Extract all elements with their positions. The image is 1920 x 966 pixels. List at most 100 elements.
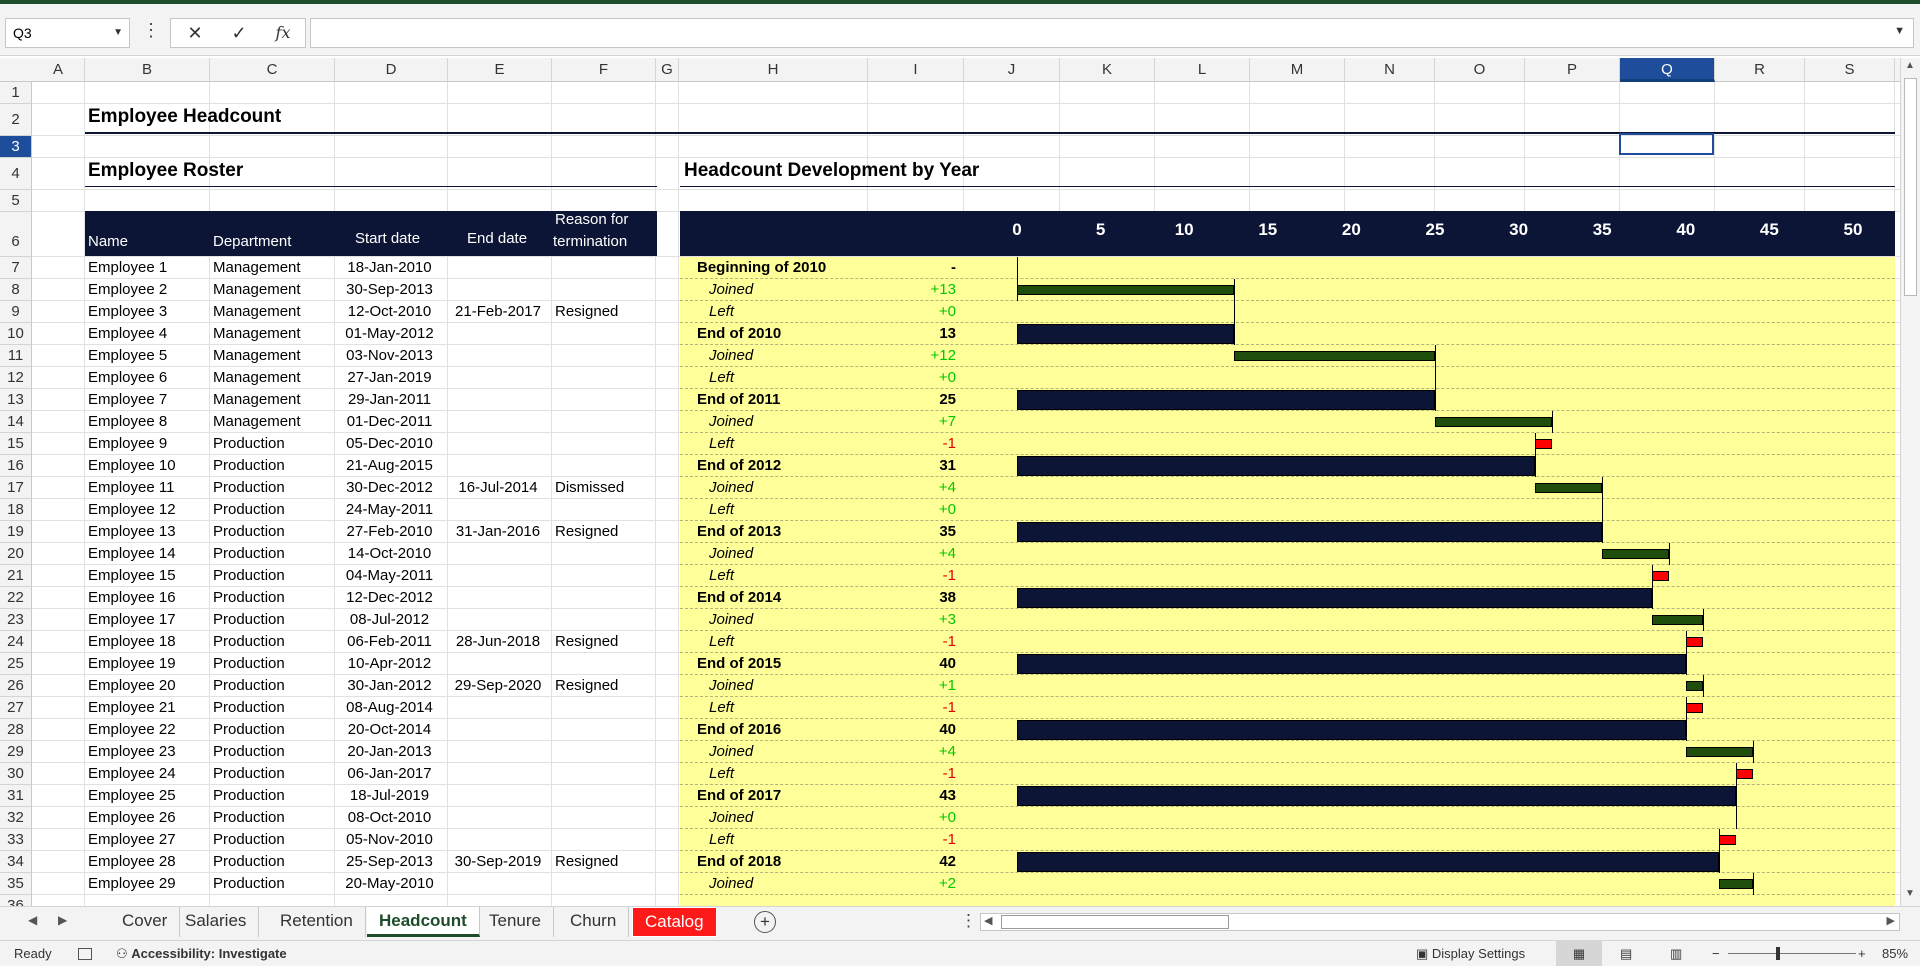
zoom-slider-thumb[interactable] (1776, 947, 1780, 960)
row-header-20[interactable]: 20 (0, 543, 32, 565)
chart-bar-total (1017, 786, 1736, 806)
more-tabs-icon[interactable]: ⋮ (960, 911, 977, 930)
column-header-J[interactable]: J (964, 58, 1060, 82)
macro-record-icon[interactable] (78, 948, 92, 960)
tab-scroll-right-icon[interactable]: ▶ (58, 913, 68, 927)
zoom-in-icon[interactable]: + (1858, 946, 1866, 961)
column-header-L[interactable]: L (1155, 58, 1250, 82)
horizontal-scroll-thumb[interactable] (1001, 915, 1229, 929)
scroll-right-icon[interactable]: ▶ (1886, 915, 1895, 927)
row-header-26[interactable]: 26 (0, 675, 32, 697)
row-header-17[interactable]: 17 (0, 477, 32, 499)
row-header-13[interactable]: 13 (0, 389, 32, 411)
roster-start: 18-Jan-2010 (347, 259, 432, 276)
row-header-2[interactable]: 2 (0, 104, 32, 136)
tab-catalog[interactable]: Catalog (632, 907, 717, 937)
column-header-F[interactable]: F (552, 58, 656, 82)
scroll-down-icon[interactable]: ▼ (1905, 888, 1915, 899)
fx-icon[interactable]: fx (275, 23, 291, 42)
row-header-1[interactable]: 1 (0, 82, 32, 104)
tab-scroll-left-icon[interactable]: ◀ (28, 913, 38, 927)
column-header-P[interactable]: P (1525, 58, 1620, 82)
column-header-M[interactable]: M (1250, 58, 1345, 82)
row-header-3[interactable]: 3 (0, 136, 32, 158)
row-header-32[interactable]: 32 (0, 807, 32, 829)
more-icon[interactable]: ⋮ (142, 20, 160, 40)
row-header-7[interactable]: 7 (0, 257, 32, 279)
formula-input[interactable]: ▼ (310, 18, 1914, 48)
scroll-left-icon[interactable]: ◀ (984, 915, 993, 927)
tab-churn[interactable]: Churn (558, 907, 630, 937)
horizontal-scrollbar[interactable]: ◀ ▶ (980, 913, 1900, 931)
row-header-23[interactable]: 23 (0, 609, 32, 631)
column-header-Q[interactable]: Q (1620, 58, 1715, 82)
chevron-down-icon[interactable]: ▼ (113, 27, 123, 38)
row-header-11[interactable]: 11 (0, 345, 32, 367)
column-header-D[interactable]: D (335, 58, 448, 82)
scroll-up-icon[interactable]: ▲ (1905, 60, 1915, 71)
name-box[interactable]: Q3 ▼ (5, 18, 130, 48)
active-cell-Q3[interactable] (1619, 133, 1714, 155)
add-sheet-icon[interactable]: + (754, 911, 776, 933)
row-header-35[interactable]: 35 (0, 873, 32, 895)
zoom-out-icon[interactable]: − (1712, 946, 1720, 961)
row-header-34[interactable]: 34 (0, 851, 32, 873)
zoom-slider[interactable] (1728, 953, 1856, 954)
column-header-S[interactable]: S (1805, 58, 1895, 82)
page-break-icon[interactable]: ▥ (1670, 946, 1683, 961)
column-header-H[interactable]: H (679, 58, 868, 82)
row-header-9[interactable]: 9 (0, 301, 32, 323)
tab-salaries[interactable]: Salaries (173, 907, 260, 937)
normal-view-icon[interactable]: ▦ (1556, 941, 1602, 966)
chevron-down-icon[interactable]: ▼ (1894, 25, 1905, 37)
row-header-31[interactable]: 31 (0, 785, 32, 807)
row-header-10[interactable]: 10 (0, 323, 32, 345)
column-header-B[interactable]: B (85, 58, 210, 82)
row-header-33[interactable]: 33 (0, 829, 32, 851)
row-header-14[interactable]: 14 (0, 411, 32, 433)
tab-cover[interactable]: Cover (110, 907, 181, 937)
row-header-4[interactable]: 4 (0, 158, 32, 190)
column-header-E[interactable]: E (448, 58, 552, 82)
row-header-8[interactable]: 8 (0, 279, 32, 301)
column-header-G[interactable]: G (656, 58, 679, 82)
row-header-6[interactable]: 6 (0, 212, 32, 257)
row-header-27[interactable]: 27 (0, 697, 32, 719)
row-header-36[interactable]: 36 (0, 895, 32, 906)
row-header-29[interactable]: 29 (0, 741, 32, 763)
tab-headcount[interactable]: Headcount (367, 907, 480, 937)
enter-icon[interactable]: ✓ (231, 23, 247, 43)
column-header-O[interactable]: O (1435, 58, 1525, 82)
row-header-21[interactable]: 21 (0, 565, 32, 587)
row-header-15[interactable]: 15 (0, 433, 32, 455)
column-header-K[interactable]: K (1060, 58, 1155, 82)
row-header-19[interactable]: 19 (0, 521, 32, 543)
display-settings[interactable]: ▣ Display Settings (1416, 946, 1525, 962)
vertical-scrollbar[interactable]: ▲ ▼ (1900, 58, 1920, 906)
row-header-12[interactable]: 12 (0, 367, 32, 389)
roster-name: Employee 9 (88, 435, 168, 452)
tab-retention[interactable]: Retention (268, 907, 366, 937)
tab-tenure[interactable]: Tenure (477, 907, 554, 937)
row-header-16[interactable]: 16 (0, 455, 32, 477)
cancel-icon[interactable]: ✕ (187, 23, 203, 43)
column-header-A[interactable]: A (32, 58, 85, 82)
column-header-N[interactable]: N (1345, 58, 1435, 82)
row-header-22[interactable]: 22 (0, 587, 32, 609)
page-layout-icon[interactable]: ▤ (1620, 946, 1633, 961)
vertical-scroll-thumb[interactable] (1904, 78, 1917, 296)
row-header-25[interactable]: 25 (0, 653, 32, 675)
row-header-30[interactable]: 30 (0, 763, 32, 785)
column-header-C[interactable]: C (210, 58, 335, 82)
column-header-I[interactable]: I (868, 58, 964, 82)
column-header-R[interactable]: R (1715, 58, 1805, 82)
zoom-level[interactable]: 85% (1882, 946, 1909, 961)
row-header-18[interactable]: 18 (0, 499, 32, 521)
row-header-28[interactable]: 28 (0, 719, 32, 741)
row-header-24[interactable]: 24 (0, 631, 32, 653)
roster-start: 08-Oct-2010 (347, 809, 432, 826)
accessibility-status[interactable]: ⚇ Accessibility: Investigate (116, 946, 287, 962)
chart-baseline (1017, 257, 1018, 301)
row-header-5[interactable]: 5 (0, 190, 32, 212)
